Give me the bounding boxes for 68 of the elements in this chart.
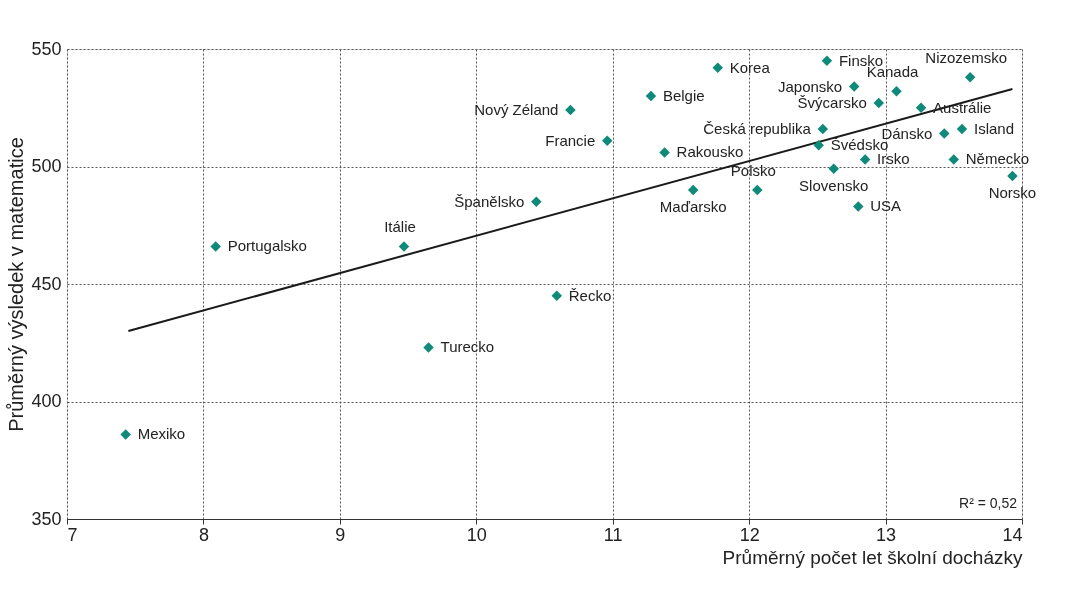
annotation: Slovensko — [799, 176, 869, 194]
annotation: Rakousko — [676, 143, 744, 161]
y-tick-label: 350 — [31, 508, 62, 529]
annotation: Německo — [965, 150, 1030, 168]
point — [915, 102, 927, 113]
point — [531, 196, 542, 207]
x-tick-label: 12 — [739, 524, 760, 545]
x-tick-label: 14 — [1002, 524, 1023, 545]
y-tick-label: 450 — [31, 273, 62, 294]
annotation: Řecko — [568, 286, 612, 304]
point — [687, 184, 699, 196]
annotation: Irsko — [877, 150, 910, 168]
point — [859, 154, 871, 165]
x-tick-label: 9 — [335, 524, 346, 545]
annotation: Dánsko — [881, 124, 933, 142]
y-tick-label: 550 — [31, 38, 62, 59]
point — [821, 55, 833, 66]
point — [210, 241, 221, 252]
point — [1007, 170, 1018, 182]
point — [956, 123, 968, 135]
point — [964, 71, 976, 83]
annotation: Česká republika — [703, 119, 812, 137]
point — [853, 201, 864, 212]
annotation: Francie — [545, 131, 596, 149]
annotation: Maďarsko — [659, 198, 727, 215]
point — [813, 140, 824, 151]
x-tick-label: 13 — [876, 524, 897, 545]
point — [565, 104, 576, 116]
point — [752, 184, 763, 196]
point — [948, 154, 960, 165]
annotation: Itálie — [384, 218, 416, 236]
point — [712, 62, 724, 74]
annotation: Island — [973, 119, 1014, 137]
x-tick-label: 11 — [603, 524, 623, 545]
point — [817, 123, 829, 135]
annotation: Portugalsko — [227, 237, 307, 255]
point — [659, 147, 670, 158]
annotation: Švýcarsko — [797, 94, 867, 112]
point — [120, 429, 131, 440]
y-tick-label: 400 — [31, 391, 62, 411]
annotation: Japonsko — [777, 77, 843, 95]
annotation: Mexiko — [137, 425, 186, 443]
x-tick-label: 10 — [466, 524, 487, 545]
annotation: USA — [870, 197, 902, 215]
point — [551, 290, 563, 301]
x-axis-title: Průměrný počet let školní docházky — [722, 546, 1023, 568]
point — [645, 90, 657, 102]
point — [423, 342, 434, 353]
x-tick-label: 7 — [67, 524, 78, 545]
point — [828, 163, 839, 175]
y-axis-title: Průměrný výsledek v matematice — [5, 137, 28, 432]
point — [602, 135, 613, 146]
y-tick-label: 500 — [31, 156, 62, 176]
annotation: Španělsko — [454, 192, 525, 210]
annotation: Norsko — [988, 183, 1037, 201]
annotation: Polsko — [730, 162, 776, 179]
point — [848, 81, 860, 92]
annotation: Turecko — [440, 338, 495, 356]
annotation: Belgie — [662, 87, 705, 104]
point — [891, 86, 902, 97]
annotation: Nizozemsko — [925, 49, 1007, 67]
annotation: R² = 0,52 — [959, 495, 1018, 511]
point — [873, 97, 884, 109]
annotation: Nový Zéland — [474, 101, 559, 119]
annotation: Korea — [729, 58, 771, 76]
x-tick-label: 8 — [198, 524, 209, 545]
point — [398, 241, 410, 252]
point — [938, 128, 950, 139]
